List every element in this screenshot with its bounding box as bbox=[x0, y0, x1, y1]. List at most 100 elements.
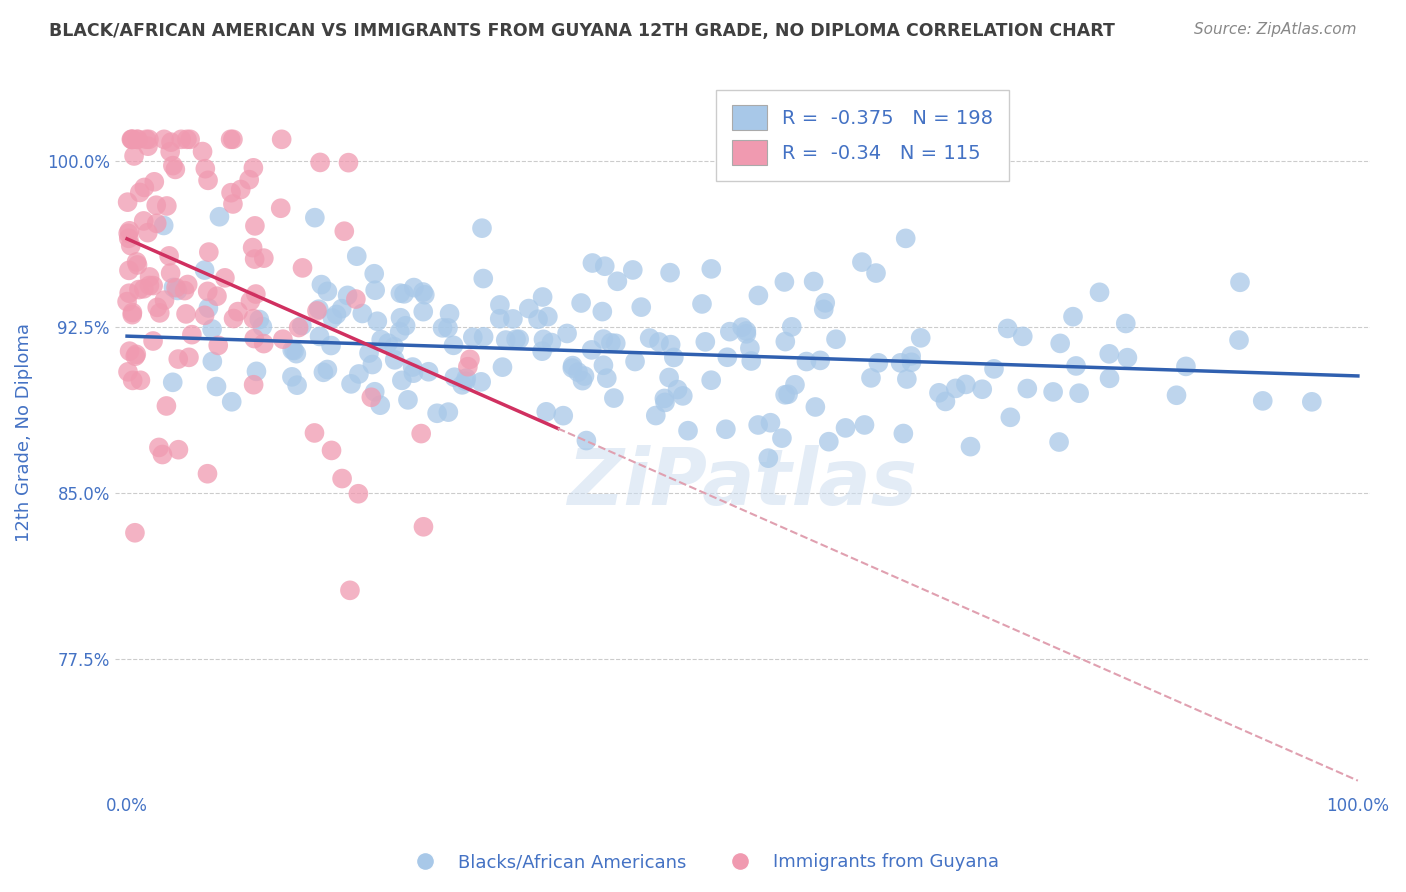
Point bbox=[471, 221, 494, 235]
Point bbox=[136, 139, 159, 153]
Point bbox=[382, 340, 405, 354]
Point bbox=[129, 373, 152, 387]
Point bbox=[344, 292, 367, 306]
Point bbox=[593, 259, 616, 273]
Point bbox=[384, 352, 406, 367]
Point bbox=[778, 387, 800, 401]
Point bbox=[517, 301, 540, 316]
Point bbox=[207, 338, 229, 352]
Point bbox=[167, 352, 190, 367]
Point bbox=[363, 267, 385, 281]
Text: ZiPatlas: ZiPatlas bbox=[568, 444, 918, 521]
Point bbox=[621, 263, 644, 277]
Point bbox=[304, 425, 326, 440]
Point bbox=[143, 175, 166, 189]
Point bbox=[775, 334, 797, 349]
Point bbox=[221, 394, 243, 409]
Point bbox=[780, 319, 803, 334]
Point bbox=[437, 405, 460, 419]
Point bbox=[814, 295, 837, 310]
Point bbox=[690, 297, 713, 311]
Point bbox=[135, 132, 157, 146]
Point bbox=[347, 487, 370, 501]
Point bbox=[309, 155, 332, 169]
Point bbox=[121, 305, 143, 319]
Point bbox=[270, 201, 292, 215]
Point bbox=[470, 375, 492, 389]
Point bbox=[695, 334, 717, 349]
Point bbox=[127, 132, 149, 146]
Point bbox=[127, 258, 149, 272]
Point bbox=[413, 287, 436, 301]
Point bbox=[124, 525, 146, 540]
Point bbox=[128, 283, 150, 297]
Point bbox=[194, 161, 217, 176]
Point bbox=[205, 289, 228, 303]
Point bbox=[247, 312, 270, 326]
Point bbox=[245, 364, 267, 378]
Point bbox=[242, 377, 264, 392]
Point bbox=[783, 377, 806, 392]
Point bbox=[662, 351, 685, 365]
Point bbox=[472, 271, 495, 285]
Point bbox=[540, 335, 562, 350]
Point bbox=[281, 343, 304, 357]
Point bbox=[808, 353, 831, 368]
Point bbox=[291, 318, 314, 333]
Point bbox=[561, 359, 583, 373]
Point bbox=[305, 304, 328, 318]
Point bbox=[219, 186, 242, 200]
Point bbox=[412, 304, 434, 318]
Point bbox=[132, 214, 155, 228]
Point bbox=[644, 409, 666, 423]
Point bbox=[243, 252, 266, 266]
Point bbox=[672, 389, 695, 403]
Point bbox=[352, 306, 374, 320]
Point bbox=[443, 338, 465, 352]
Point bbox=[1062, 310, 1084, 324]
Point bbox=[122, 149, 145, 163]
Point bbox=[219, 132, 242, 146]
Point bbox=[321, 443, 343, 458]
Point bbox=[1011, 329, 1033, 343]
Point bbox=[1115, 317, 1137, 331]
Point bbox=[603, 391, 626, 405]
Point bbox=[928, 385, 950, 400]
Point bbox=[491, 360, 513, 375]
Point bbox=[148, 441, 170, 455]
Point bbox=[162, 159, 184, 173]
Point bbox=[197, 285, 219, 299]
Point bbox=[115, 294, 138, 309]
Point bbox=[325, 308, 347, 322]
Point bbox=[997, 321, 1019, 335]
Point bbox=[153, 293, 176, 307]
Point bbox=[740, 354, 762, 368]
Point bbox=[208, 210, 231, 224]
Point bbox=[817, 434, 839, 449]
Point bbox=[389, 310, 412, 325]
Point bbox=[592, 358, 614, 372]
Point bbox=[162, 280, 184, 294]
Point bbox=[125, 347, 148, 361]
Point bbox=[537, 310, 560, 324]
Point bbox=[454, 374, 477, 388]
Point bbox=[718, 325, 741, 339]
Point bbox=[285, 346, 308, 360]
Point bbox=[120, 238, 142, 252]
Point bbox=[117, 195, 139, 210]
Point bbox=[804, 400, 827, 414]
Y-axis label: 12th Grade, No Diploma: 12th Grade, No Diploma bbox=[15, 323, 32, 541]
Point bbox=[194, 263, 217, 277]
Point bbox=[174, 307, 197, 321]
Point bbox=[890, 356, 912, 370]
Point bbox=[160, 135, 183, 149]
Point bbox=[127, 132, 149, 146]
Point bbox=[1301, 394, 1323, 409]
Point bbox=[155, 399, 177, 413]
Point bbox=[391, 373, 413, 387]
Point bbox=[418, 365, 440, 379]
Point bbox=[654, 395, 676, 409]
Point bbox=[128, 186, 150, 200]
Point bbox=[756, 451, 779, 466]
Point bbox=[426, 406, 449, 420]
